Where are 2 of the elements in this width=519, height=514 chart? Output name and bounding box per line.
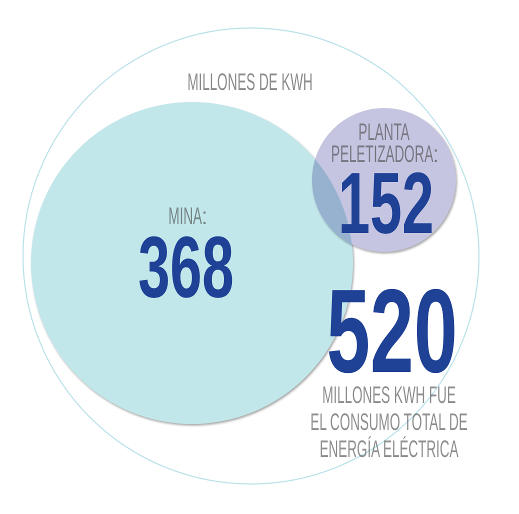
text: MILLONES DE KWH	[187, 69, 313, 96]
category-label: PLANTA PELETIZADORA	[331, 119, 434, 168]
